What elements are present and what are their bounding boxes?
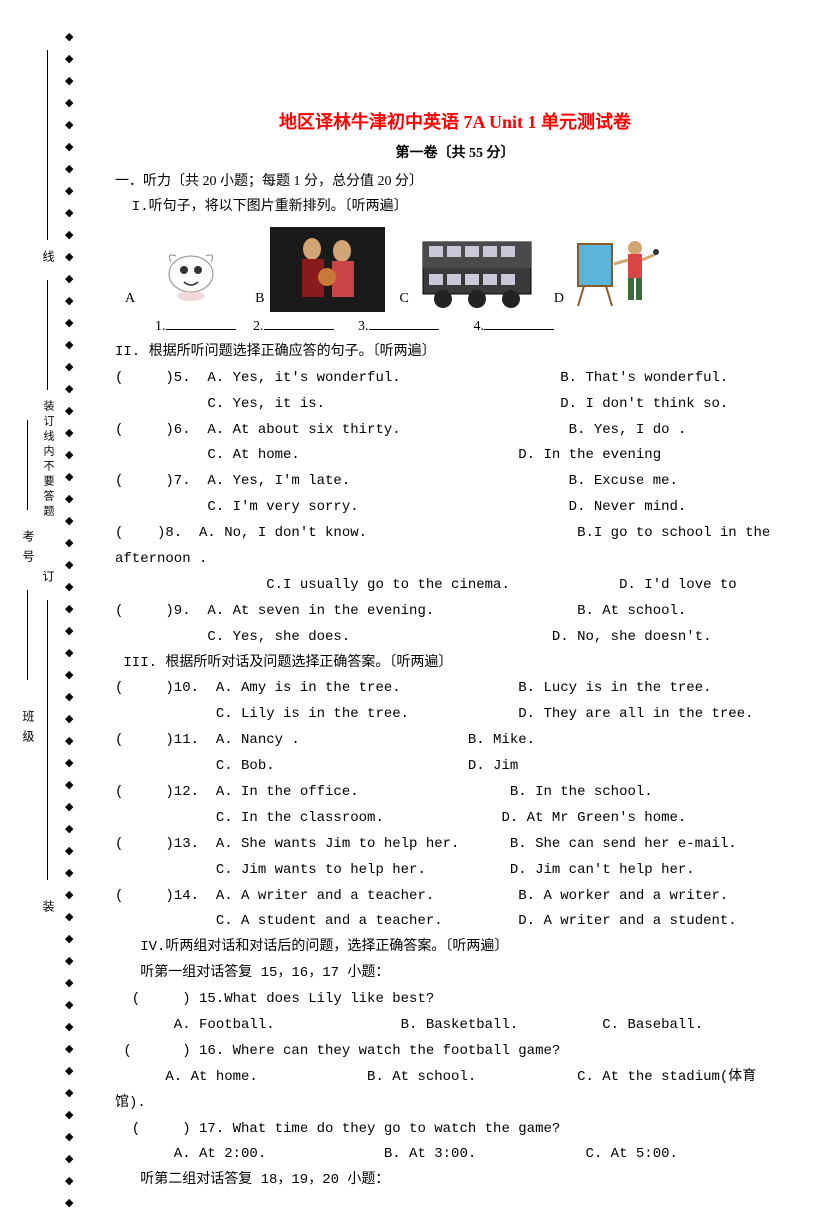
- q17-line: ( ) 17. What time do they go to watch th…: [115, 1117, 795, 1143]
- blank-4[interactable]: [484, 316, 554, 330]
- blank-2-label: 2.: [253, 319, 264, 334]
- group2-header: 听第二组对话答复 18，19，20 小题：: [115, 1168, 795, 1194]
- part1-header: I.听句子，将以下图片重新排列。〔听两遍〕: [115, 195, 795, 221]
- q8-line-b: C.I usually go to the cinema. D. I'd lov…: [115, 573, 795, 599]
- binding-label-number: 考号: [20, 530, 37, 570]
- option-a: A: [125, 237, 241, 312]
- q14-line-b: C. A student and a teacher. D. A writer …: [115, 909, 795, 935]
- blank-4-label: 4.: [474, 319, 485, 334]
- part3-header: III. 根据所听对话及问题选择正确答案。〔听两遍〕: [115, 651, 795, 677]
- blank-2[interactable]: [264, 316, 334, 330]
- blank-3[interactable]: [369, 316, 439, 330]
- q8-line-a2: afternoon .: [115, 547, 795, 573]
- answer-blanks-row: 1. 2. 3. 4.: [155, 314, 795, 340]
- blank-1[interactable]: [166, 316, 236, 330]
- q15-options: A. Football. B. Basketball. C. Baseball.: [115, 1013, 795, 1039]
- q12-line-b: C. In the classroom. D. At Mr Green's ho…: [115, 806, 795, 832]
- q13-line-b: C. Jim wants to help her. D. Jim can't h…: [115, 858, 795, 884]
- binding-line-5: [47, 50, 48, 240]
- q7-line-b: C. I'm very sorry. D. Never mind.: [115, 495, 795, 521]
- binding-label-noanswer: 装订线内不要答题: [40, 400, 56, 520]
- blank-3-label: 3.: [358, 319, 369, 334]
- group1-header: 听第一组对话答复 15，16，17 小题：: [115, 961, 795, 987]
- exam-title: 地区译林牛津初中英语 7A Unit 1 单元测试卷: [115, 106, 795, 139]
- q16-options: A. At home. B. At school. C. At the stad…: [115, 1065, 795, 1091]
- option-c-label: C: [399, 286, 408, 312]
- option-a-label: A: [125, 286, 135, 312]
- q9-line-a: ( )9. A. At seven in the evening. B. At …: [115, 599, 795, 625]
- binding-line-3: [47, 600, 48, 880]
- option-b-image: [270, 227, 385, 312]
- option-d-label: D: [554, 286, 564, 312]
- image-options-row: A B: [125, 227, 795, 312]
- binding-label-ding: 订: [40, 570, 57, 590]
- binding-label-zhuang: 装: [40, 900, 57, 920]
- q11-line-b: C. Bob. D. Jim: [115, 754, 795, 780]
- q11-line-a: ( )11. A. Nancy . B. Mike.: [115, 728, 795, 754]
- diamond-border: ◆◆◆◆◆◆◆◆◆◆ ◆◆◆◆◆◆◆◆◆◆ ◆◆◆◆◆◆◆◆◆◆ ◆◆◆◆◆◆◆…: [65, 30, 73, 1209]
- q7-line-a: ( )7. A. Yes, I'm late. B. Excuse me.: [115, 469, 795, 495]
- option-a-image: [141, 237, 241, 312]
- q5-line-a: ( )5. A. Yes, it's wonderful. B. That's …: [115, 366, 795, 392]
- blank-1-label: 1.: [155, 319, 166, 334]
- q12-line-a: ( )12. A. In the office. B. In the schoo…: [115, 780, 795, 806]
- q16-options-2: 馆).: [115, 1091, 795, 1117]
- binding-label-xian: 线: [40, 250, 57, 270]
- q17-options: A. At 2:00. B. At 3:00. C. At 5:00.: [115, 1142, 795, 1168]
- q14-line-a: ( )14. A. A writer and a teacher. B. A w…: [115, 884, 795, 910]
- option-c-image: [415, 234, 540, 312]
- option-d-image: [570, 232, 670, 312]
- option-b: B: [255, 227, 385, 312]
- option-d: D: [554, 232, 670, 312]
- option-c: C: [399, 234, 539, 312]
- binding-margin: ◆◆◆◆◆◆◆◆◆◆ ◆◆◆◆◆◆◆◆◆◆ ◆◆◆◆◆◆◆◆◆◆ ◆◆◆◆◆◆◆…: [30, 30, 80, 1130]
- listening-header: 一．听力〔共 20 小题；每题 1 分，总分值 20 分〕: [115, 169, 795, 195]
- q10-line-a: ( )10. A. Amy is in the tree. B. Lucy is…: [115, 676, 795, 702]
- q6-line-a: ( )6. A. At about six thirty. B. Yes, I …: [115, 418, 795, 444]
- q5-line-b: C. Yes, it is. D. I don't think so.: [115, 392, 795, 418]
- binding-label-class: 班级: [20, 710, 37, 750]
- q16-line: ( ) 16. Where can they watch the footbal…: [115, 1039, 795, 1065]
- part2-header: II. 根据所听问题选择正确应答的句子。〔听两遍〕: [115, 340, 795, 366]
- q10-line-b: C. Lily is in the tree. D. They are all …: [115, 702, 795, 728]
- binding-line-1: [27, 590, 28, 680]
- q9-line-b: C. Yes, she does. D. No, she doesn't.: [115, 625, 795, 651]
- exam-subtitle: 第一卷〔共 55 分〕: [115, 141, 795, 167]
- binding-line-2: [27, 420, 28, 510]
- part4-header: IV.听两组对话和对话后的问题，选择正确答案。〔听两遍〕: [115, 935, 795, 961]
- q6-line-b: C. At home. D. In the evening: [115, 443, 795, 469]
- q13-line-a: ( )13. A. She wants Jim to help her. B. …: [115, 832, 795, 858]
- q15-line: ( ) 15.What does Lily like best?: [115, 987, 795, 1013]
- page-content: 地区译林牛津初中英语 7A Unit 1 单元测试卷 第一卷〔共 55 分〕 一…: [115, 106, 795, 1194]
- option-b-label: B: [255, 286, 264, 312]
- q8-line-a: ( )8. A. No, I don't know. B.I go to sch…: [115, 521, 795, 547]
- binding-line-4: [47, 280, 48, 390]
